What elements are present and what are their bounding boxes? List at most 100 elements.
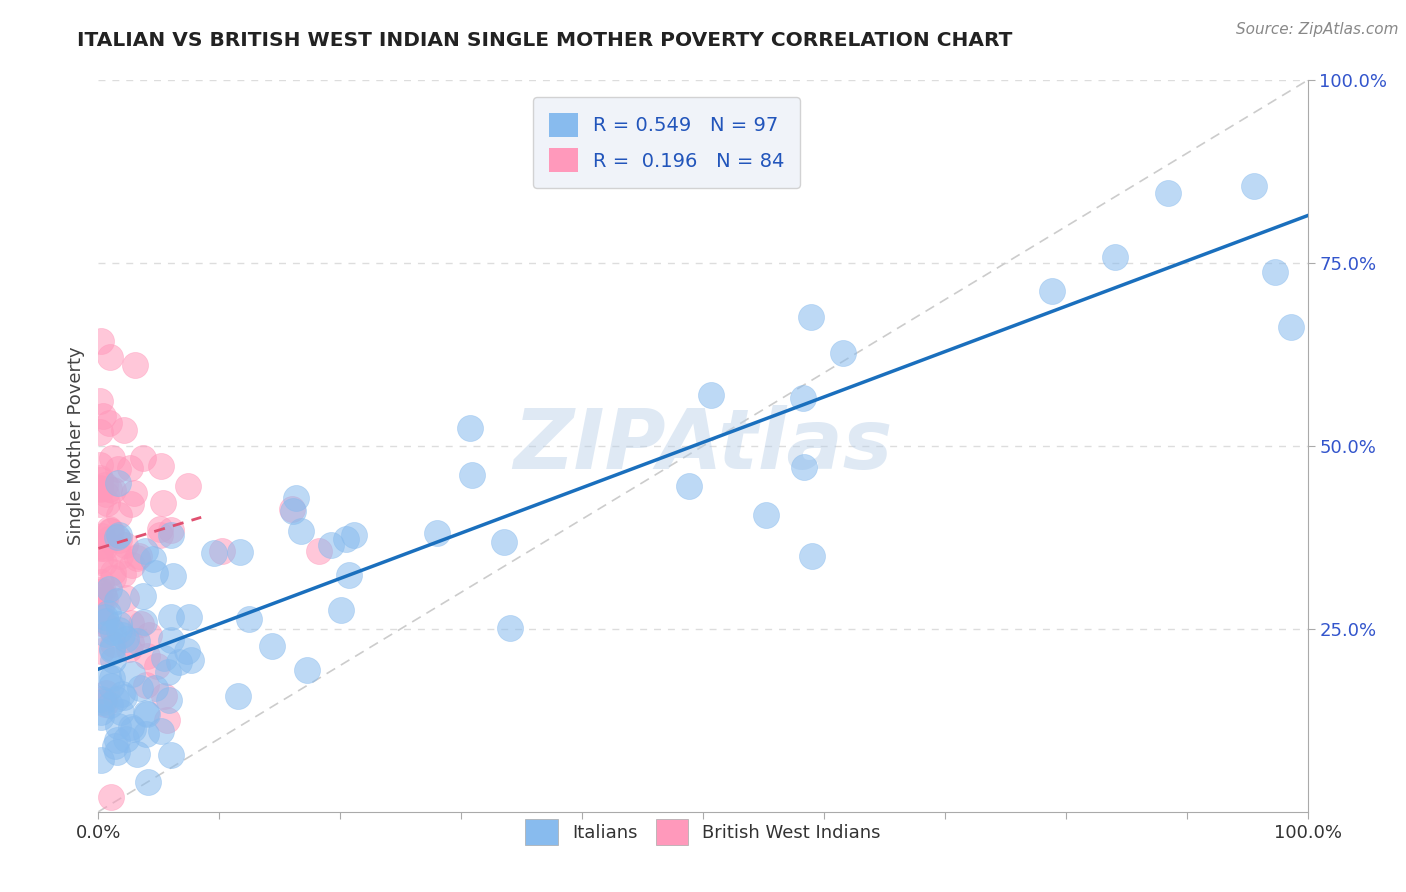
Point — [94, 591, 117, 606]
Point — [97, 606, 120, 620]
Point — [159, 693, 181, 707]
Point — [100, 641, 122, 656]
Point — [96, 495, 118, 509]
Point — [145, 659, 167, 673]
Point — [160, 610, 183, 624]
Point — [98, 621, 121, 635]
Point — [426, 526, 449, 541]
Point — [169, 655, 191, 669]
Point — [678, 479, 700, 493]
Point — [89, 583, 111, 598]
Point — [700, 388, 723, 402]
Point — [105, 594, 128, 608]
Point — [335, 533, 357, 547]
Point — [832, 346, 855, 360]
Text: ITALIAN VS BRITISH WEST INDIAN SINGLE MOTHER POVERTY CORRELATION CHART: ITALIAN VS BRITISH WEST INDIAN SINGLE MO… — [77, 31, 1012, 50]
Point — [290, 524, 312, 538]
Point — [101, 642, 124, 657]
Point — [97, 532, 120, 546]
Point — [108, 623, 131, 637]
Point — [260, 639, 283, 653]
Point — [108, 617, 131, 632]
Point — [135, 727, 157, 741]
Point — [238, 612, 260, 626]
Point — [135, 707, 157, 722]
Point — [107, 745, 129, 759]
Point — [284, 491, 307, 506]
Point — [90, 706, 112, 720]
Text: ZIPAtlas: ZIPAtlas — [513, 406, 893, 486]
Point — [89, 425, 111, 439]
Point — [755, 508, 778, 522]
Point — [343, 528, 366, 542]
Point — [98, 698, 121, 713]
Point — [89, 553, 111, 567]
Text: Source: ZipAtlas.com: Source: ZipAtlas.com — [1236, 22, 1399, 37]
Point — [100, 524, 122, 538]
Point — [93, 584, 115, 599]
Point — [122, 486, 145, 500]
Point — [93, 541, 115, 555]
Point — [492, 535, 515, 549]
Point — [160, 748, 183, 763]
Point — [128, 549, 150, 564]
Point — [107, 533, 129, 547]
Point — [107, 541, 129, 555]
Point — [98, 416, 121, 430]
Point — [330, 603, 353, 617]
Point — [118, 641, 141, 656]
Point — [127, 634, 149, 648]
Point — [90, 539, 112, 553]
Point — [104, 739, 127, 753]
Point — [142, 552, 165, 566]
Point — [94, 477, 117, 491]
Point — [104, 691, 127, 706]
Point — [98, 350, 121, 364]
Point — [89, 473, 111, 487]
Point — [90, 601, 112, 615]
Point — [121, 558, 143, 573]
Point — [91, 694, 114, 708]
Point — [89, 609, 111, 624]
Point — [297, 663, 319, 677]
Point — [105, 530, 128, 544]
Point — [103, 571, 125, 585]
Point — [105, 732, 128, 747]
Point — [131, 616, 153, 631]
Point — [499, 621, 522, 635]
Point — [96, 486, 118, 500]
Point — [149, 724, 172, 739]
Point — [100, 790, 122, 805]
Point — [1104, 250, 1126, 264]
Point — [103, 565, 125, 579]
Point — [136, 775, 159, 789]
Point — [120, 497, 142, 511]
Point — [1263, 265, 1285, 279]
Point — [135, 706, 157, 720]
Point — [136, 648, 159, 663]
Point — [226, 690, 249, 704]
Point — [121, 667, 143, 681]
Point — [112, 690, 135, 704]
Point — [177, 610, 200, 624]
Point — [180, 653, 202, 667]
Point — [153, 650, 176, 665]
Point — [120, 636, 142, 650]
Point — [114, 632, 136, 647]
Point — [1040, 284, 1063, 298]
Point — [96, 627, 118, 641]
Point — [94, 609, 117, 624]
Point — [115, 731, 138, 746]
Point — [98, 522, 121, 536]
Point — [149, 459, 172, 474]
Point — [156, 713, 179, 727]
Point — [91, 529, 114, 543]
Point — [131, 589, 153, 603]
Point — [120, 720, 142, 734]
Point — [134, 543, 156, 558]
Point — [89, 585, 111, 599]
Point — [138, 628, 160, 642]
Point — [107, 462, 129, 476]
Point — [283, 504, 305, 518]
Point — [202, 545, 225, 559]
